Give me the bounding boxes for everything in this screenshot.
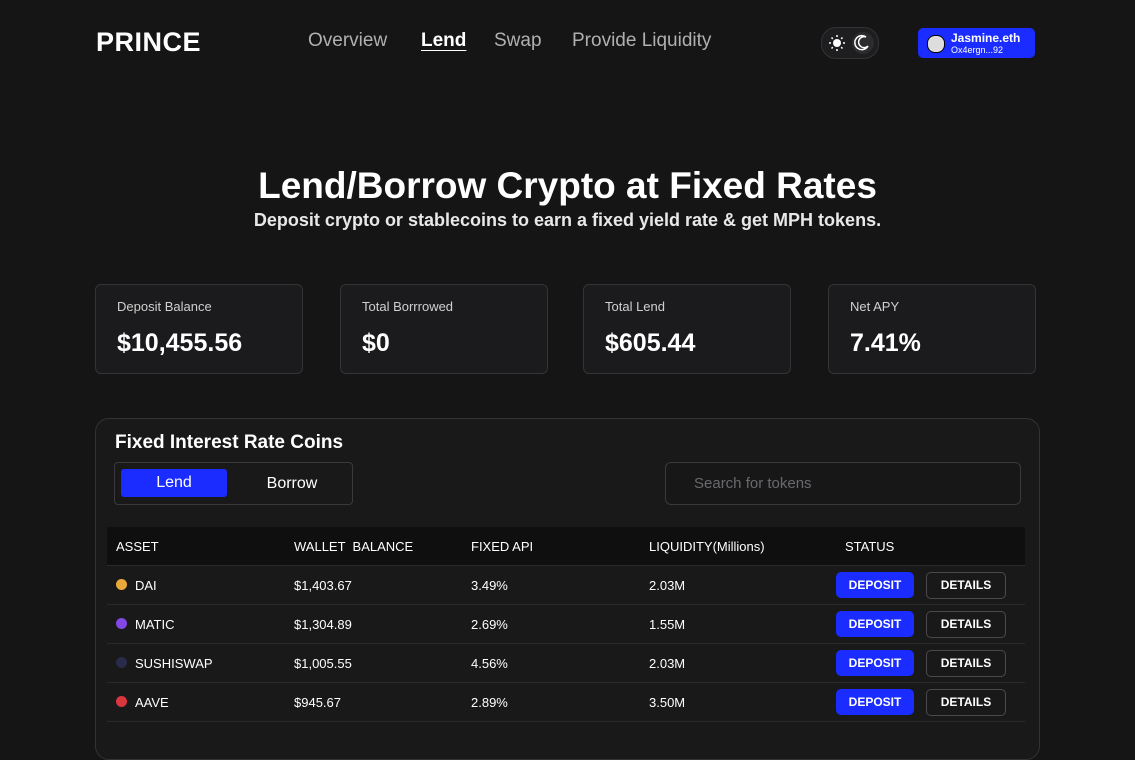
stat-card: Total Borrrowed $0	[340, 284, 548, 374]
table-row: MATIC $1,304.89 2.69% 1.55M DEPOSIT DETAILS	[107, 605, 1025, 644]
deposit-button[interactable]: DEPOSIT	[836, 572, 914, 598]
table-cell: $1,304.89	[294, 617, 352, 632]
hero-subtitle: Deposit crypto or stablecoins to earn a …	[253, 210, 882, 230]
table-row: AAVE $945.67 2.89% 3.50M DEPOSIT DETAILS	[107, 683, 1025, 722]
stat-value: $605.44	[605, 329, 696, 357]
table-header: ASSET WALLET BALANCE FIXED API LIQUIDITY(Mi…	[107, 527, 1025, 566]
table-cell: $1,403.67	[294, 578, 352, 593]
table-cell: 1.55M	[649, 617, 686, 632]
stat-card: Deposit Balance $10,455.56	[95, 284, 303, 374]
theme-toggle[interactable]	[821, 27, 879, 59]
deposit-button[interactable]: DEPOSIT	[836, 611, 914, 637]
table-cell: 4.56%	[471, 656, 508, 671]
table-cell: 2.69%	[471, 617, 508, 632]
stat-value: 7.41%	[850, 329, 921, 357]
details-button[interactable]: DETAILS	[926, 689, 1006, 716]
table-cell: 2.89%	[471, 695, 508, 710]
panel-title: Fixed Interest Rate Coins	[115, 432, 344, 453]
table-cell: 3.50M	[649, 695, 686, 710]
stat-label: Deposit Balance	[117, 299, 212, 314]
table-cell: 2.03M	[649, 578, 686, 593]
table-row: SUSHISWAP $1,005.55 4.56% 2.03M DEPOSIT DETAI…	[107, 644, 1025, 683]
nav-link[interactable]: Overview	[308, 30, 388, 51]
table-cell: MATIC	[135, 617, 175, 632]
stat-card: Net APY 7.41%	[828, 284, 1036, 374]
table-cell: $1,005.55	[294, 656, 352, 671]
theme-icons	[829, 32, 874, 54]
stat-value: $10,455.56	[117, 329, 243, 357]
asset-icon	[116, 696, 127, 707]
tab-group: Lend Borrow	[114, 462, 353, 505]
details-button[interactable]: DETAILS	[926, 650, 1006, 677]
asset-icon	[116, 657, 127, 668]
table-cell: 3.49%	[471, 578, 508, 593]
search-input[interactable]: Search for tokens	[665, 462, 1021, 505]
account-button[interactable]: Jasmine.eth Ox4ergn...92	[918, 28, 1035, 58]
nav-link[interactable]: Provide Liquidity	[572, 30, 712, 51]
table-cell: $945.67	[294, 695, 341, 710]
tab-borrow[interactable]: Borrow	[266, 475, 318, 492]
asset-icon	[116, 579, 127, 590]
account-name: Jasmine.eth	[951, 31, 1021, 45]
stat-label: Net APY	[850, 299, 900, 314]
stat-value: $0	[362, 329, 390, 357]
details-button[interactable]: DETAILS	[926, 611, 1006, 638]
column-header: STATUS	[845, 539, 895, 554]
search-placeholder: Search for tokens	[694, 475, 812, 492]
stat-label: Total Lend	[605, 299, 665, 314]
table-cell: SUSHISWAP	[135, 656, 213, 671]
deposit-button[interactable]: DEPOSIT	[836, 650, 914, 676]
table-row: DAI $1,403.67 3.49% 2.03M DEPOSIT DETAILS	[107, 566, 1025, 605]
column-header: FIXED API	[471, 539, 534, 554]
nav-link[interactable]: Lend	[421, 30, 467, 51]
table-cell: AAVE	[135, 695, 169, 710]
avatar	[927, 35, 945, 53]
stat-label: Total Borrrowed	[362, 299, 454, 314]
column-header: LIQUIDITY(Millions)	[649, 539, 765, 554]
stat-card: Total Lend $605.44	[583, 284, 791, 374]
column-header: WALLET BALANCE	[294, 539, 414, 554]
deposit-button[interactable]: DEPOSIT	[836, 689, 914, 715]
details-button[interactable]: DETAILS	[926, 572, 1006, 599]
asset-icon	[116, 618, 127, 629]
table-cell: 2.03M	[649, 656, 686, 671]
tab-lend[interactable]: Lend	[121, 469, 227, 497]
hero-title: Lend/Borrow Crypto at Fixed Rates	[258, 165, 877, 206]
nav-link[interactable]: Swap	[494, 30, 542, 51]
logo[interactable]: PRINCE	[96, 27, 202, 57]
account-address: Ox4ergn...92	[951, 45, 1004, 55]
table-cell: DAI	[135, 578, 157, 593]
column-header: ASSET	[116, 539, 159, 554]
page: PRINCE Jasmine.eth Ox4ergn...92 Lend/Bor…	[95, 27, 1040, 760]
